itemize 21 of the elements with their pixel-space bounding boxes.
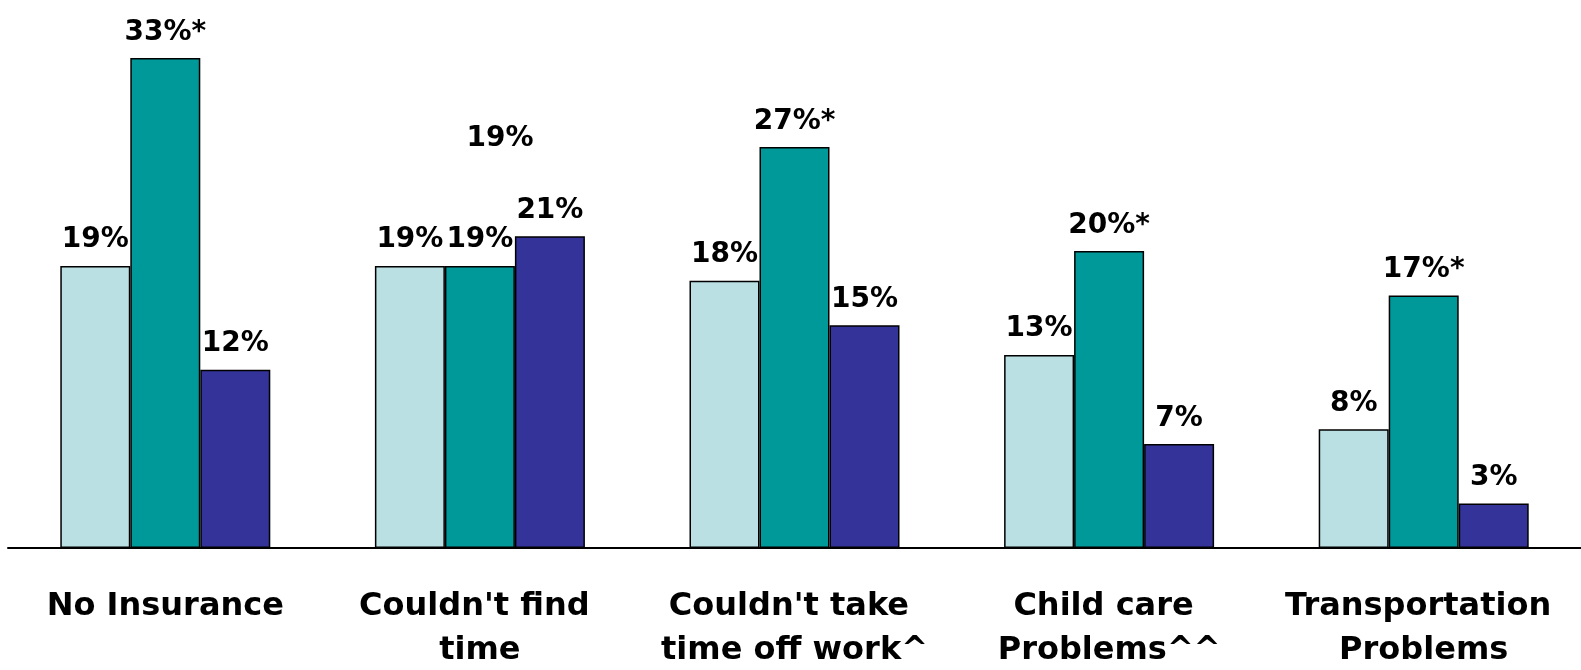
data-label: 12%: [201, 325, 269, 359]
x-tick-label: Transportation Problems: [1285, 585, 1563, 667]
data-label: 27%*: [753, 102, 836, 136]
data-label: 3%: [1469, 458, 1518, 492]
x-tick-label: Couldn't take time off work^: [661, 585, 928, 667]
data-label: 20%*: [1068, 206, 1151, 240]
data-label: 15%: [830, 280, 899, 314]
x-tick-label: Couldn't find time: [359, 585, 601, 667]
data-label: 19%: [446, 221, 514, 255]
data-label: 17%*: [1382, 251, 1465, 285]
data-label: 21%: [516, 191, 584, 225]
data-label: 19%: [376, 221, 444, 255]
data-label: 18%: [690, 236, 759, 270]
data-label: 19%: [61, 221, 129, 255]
data-label: 7%: [1155, 399, 1203, 433]
data-label: 33%*: [124, 13, 207, 47]
annotation: 19%: [466, 119, 534, 153]
data-label: 13%: [1005, 310, 1073, 344]
x-tick-label: No Insurance: [46, 585, 284, 623]
data-label: 8%: [1329, 384, 1378, 418]
x-tick-label: Child care Problems^^: [997, 585, 1221, 667]
